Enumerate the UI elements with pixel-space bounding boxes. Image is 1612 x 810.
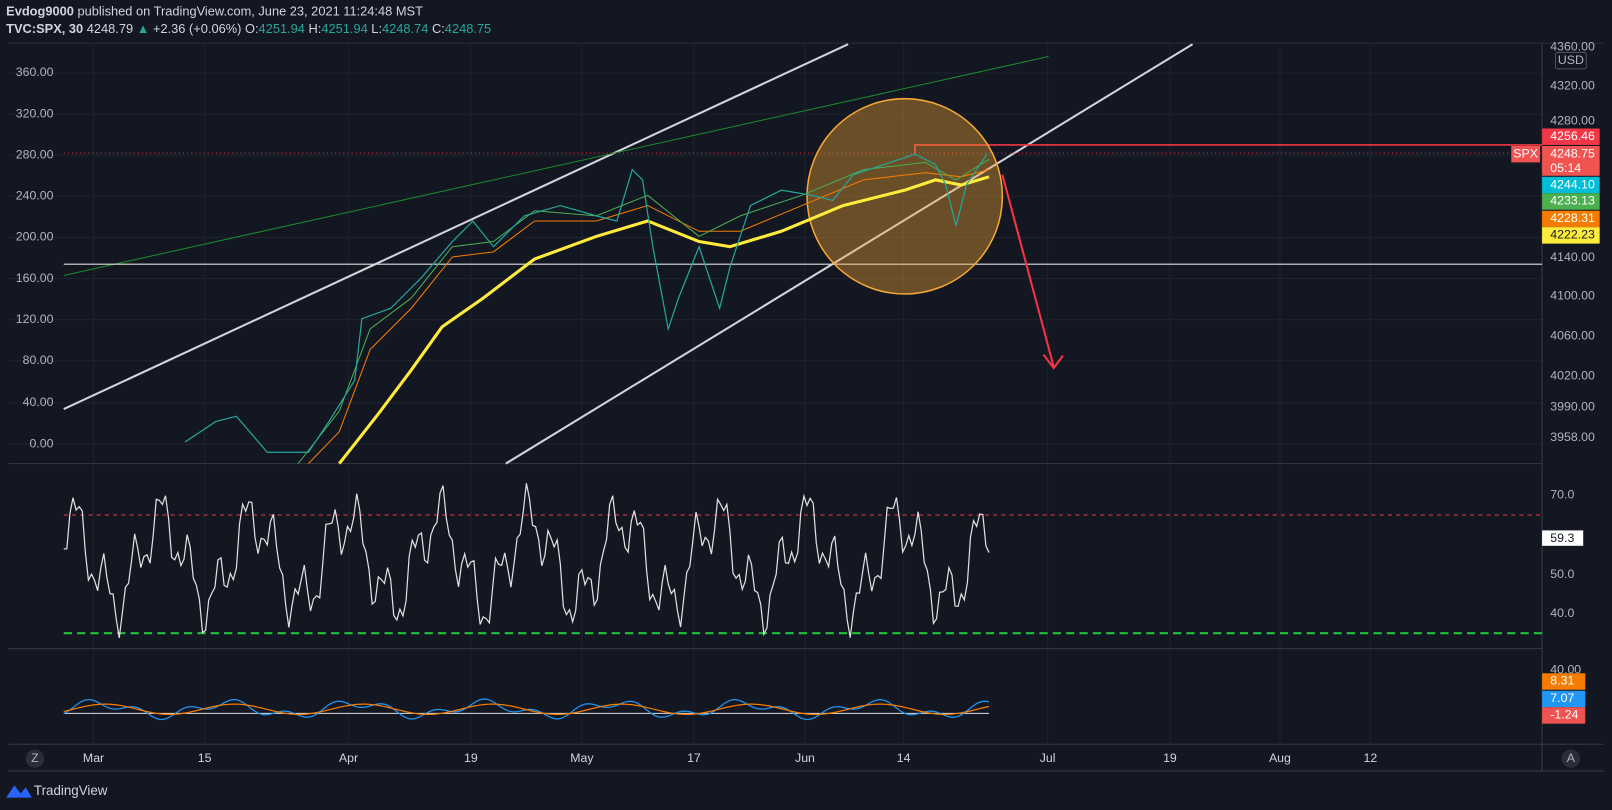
logo [6,785,32,798]
highlight-circle [806,97,1004,295]
label: H: [309,21,322,36]
right-axis-label: 4060.00 [1550,328,1595,342]
countdown-bg [1542,161,1600,176]
rsi-axis-label: 40.0 [1550,606,1574,620]
price-tag: 4228.31 [1550,211,1595,225]
left-axis-label: 120.00 [16,312,54,326]
last: 4248.79 [87,21,133,36]
rsi-line [63,483,990,638]
rsi-axis-label: 70.0 [1550,488,1574,502]
rsi-value-bg [1542,530,1584,546]
macd-tag-bg [1542,707,1586,724]
price-tag-bg [1542,210,1600,228]
arrow [1001,174,1055,368]
footer: TradingView [34,783,108,798]
author: Evdog9000 [6,4,74,19]
left-axis-label: 280.00 [16,147,54,161]
change: +2.36 (+0.06%) [153,21,241,36]
right-axis-label: 4360.00 [1550,40,1595,54]
left-axis-label: 320.00 [16,106,54,120]
price-tag-bg [1542,145,1600,163]
open: 4251.94 [259,21,305,36]
price-tag-bg [1542,128,1600,145]
currency: USD [1558,53,1584,67]
price-tag: 4233.13 [1550,194,1595,208]
right-axis-label: 4100.00 [1550,288,1595,302]
countdown: 05:14 [1550,161,1581,175]
ticker: TVC:SPX, 30 4248.79 ▲ +2.36 (+0.06%) O:4… [6,21,491,36]
left-axis-label: 160.00 [16,271,54,285]
left-axis-label: 360.00 [16,65,54,79]
left-axis-label: 200.00 [16,230,54,244]
button[interactable]: A [1567,751,1576,765]
time-axis-label: Mar [83,751,104,765]
time-axis-label: 14 [897,751,911,765]
macd-tag: -1.24 [1550,708,1578,722]
trend-line [505,43,1194,465]
macd-tag-bg [1542,690,1586,708]
close: 4248.75 [445,21,491,36]
right-axis-label: 4280.00 [1550,114,1595,128]
symbol-tag-bg [1511,145,1541,163]
left-axis-label: 80.00 [23,353,54,367]
right-axis-label: 4320.00 [1550,79,1595,93]
button[interactable]: Z [31,751,39,765]
right-axis-label: 3958.00 [1550,430,1595,444]
left-axis-label: 240.00 [16,189,54,203]
time-axis-label: 19 [464,751,478,765]
header: Evdog9000 published on TradingView.com, … [6,4,423,19]
ema [338,175,990,465]
trend-line [63,56,1049,276]
price-tag-bg [1542,227,1600,244]
right-axis-label: 4140.00 [1550,250,1595,264]
right-axis-label: 4020.00 [1550,368,1595,382]
price-tag: 4256.46 [1550,129,1595,143]
arrow: ▲ [137,21,150,36]
price-tag-bg [1542,176,1600,194]
resistance-line [914,144,1543,155]
published: published on TradingView.com, June 23, 2… [78,4,424,19]
ema [308,169,990,464]
time-axis-label: 19 [1163,751,1177,765]
trend-line [63,43,849,411]
rsi-value: 59.3 [1550,531,1574,545]
price-tag: 4244.10 [1550,177,1595,191]
label: L: [371,21,382,36]
time-axis-label: 15 [198,751,212,765]
price-tag: 4248.75 [1550,146,1595,160]
time-axis-label: May [570,751,594,765]
left-axis-label: 40.00 [23,395,54,409]
currency-box [1554,51,1587,70]
time-axis-label: 12 [1364,751,1378,765]
macd-axis-label: 40.00 [1550,662,1581,676]
label: O: [245,21,259,36]
high: 4251.94 [321,21,367,36]
button-bg [25,749,45,768]
price-tag-bg [1542,193,1600,210]
time-axis-label: Aug [1269,751,1291,765]
symbol-tag: SPX [1513,146,1538,160]
button-bg [1561,749,1581,768]
label: C: [432,21,445,36]
grid [8,43,1543,745]
macd-tag-bg [1542,673,1586,690]
price-tag: 4222.23 [1550,228,1595,242]
macd-tag: 7.07 [1550,691,1574,705]
right-axis-label: 3990.00 [1550,399,1595,413]
time-axis-label: Apr [339,751,358,765]
macd-tag: 8.31 [1550,674,1574,688]
time-axis-label: Jun [795,751,815,765]
signal-line [63,703,990,716]
time-axis-label: 17 [687,751,701,765]
time-axis-label: Jul [1040,751,1056,765]
rsi-axis-label: 50.0 [1550,567,1574,581]
price [184,153,988,453]
arrow-head [1042,354,1064,370]
symbol: TVC:SPX, 30 [6,21,83,36]
low: 4248.74 [382,21,428,36]
left-axis-label: 0.00 [29,436,53,450]
